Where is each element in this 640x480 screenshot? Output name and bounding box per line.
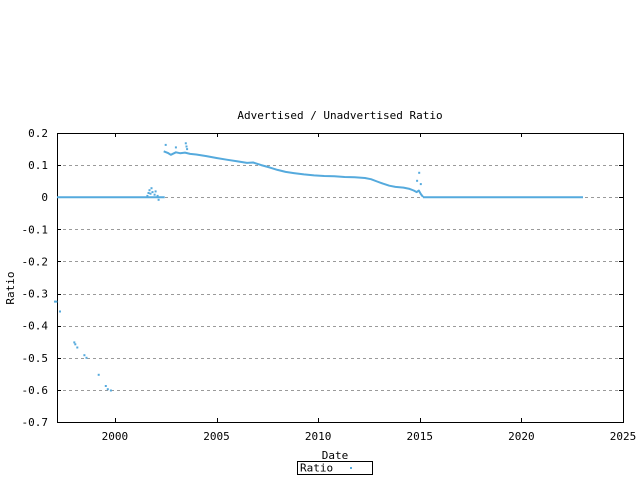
legend-label: Ratio bbox=[300, 462, 333, 475]
dot-scatter-negative-early bbox=[106, 388, 109, 391]
dot-scatter-negative-early bbox=[85, 356, 88, 359]
y-tick-label: -0.4 bbox=[22, 320, 49, 333]
dot-scatter-above-curve-start bbox=[164, 143, 167, 146]
y-tick-label: 0 bbox=[41, 191, 48, 204]
dot-scatter-negative-early bbox=[76, 346, 79, 349]
data-series bbox=[54, 142, 583, 392]
y-axis-label: Ratio bbox=[4, 271, 17, 304]
dot-scatter-bump-2002 bbox=[147, 192, 150, 194]
dot-scatter-near-2015 bbox=[419, 183, 422, 186]
dot-scatter-above-curve-start bbox=[184, 142, 187, 145]
y-tick-label: 0.2 bbox=[28, 127, 48, 140]
axes-and-ticks bbox=[57, 133, 624, 423]
dot-scatter-bump-2002 bbox=[156, 194, 159, 197]
dot-scatter-negative-early bbox=[97, 373, 100, 376]
dot-scatter-bump-2002 bbox=[153, 193, 156, 196]
dot-scatter-near-2015 bbox=[416, 179, 419, 182]
series-main-ratio-curve bbox=[163, 150, 424, 198]
dot-scatter-negative-early bbox=[104, 385, 107, 387]
dot-scatter-negative-early bbox=[55, 300, 58, 303]
dot-scatter-negative-early bbox=[109, 389, 112, 392]
y-tick-labels: 0.2 0.1 0 -0.1 -0.2 -0.3 -0.4 -0.5 -0.6 -0.7 bbox=[22, 127, 49, 429]
dot-scatter-above-curve-start bbox=[186, 148, 189, 151]
y-tick-label: -0.3 bbox=[22, 288, 49, 301]
x-tick-label: 2020 bbox=[508, 430, 535, 443]
plot-border bbox=[57, 133, 624, 423]
x-tick-label: 2025 bbox=[610, 430, 637, 443]
dot-scatter-bump-2002 bbox=[149, 192, 152, 195]
dot-scatter-negative-early bbox=[59, 310, 61, 313]
dot-scatter-negative-early bbox=[73, 341, 76, 344]
dot-scatter-negative-early bbox=[54, 300, 56, 303]
y-tick-label: -0.5 bbox=[22, 352, 49, 365]
chart-title: Advertised / Unadvertised Ratio bbox=[237, 109, 442, 122]
x-tick-label: 2010 bbox=[305, 430, 332, 443]
dot-scatter-negative-early bbox=[83, 354, 86, 357]
dot-scatter-bump-2002 bbox=[154, 190, 157, 193]
y-tick-label: -0.2 bbox=[22, 255, 49, 268]
dot-scatter-bump-2002 bbox=[146, 194, 149, 197]
gridlines bbox=[57, 165, 623, 391]
dot-scatter-bump-2002 bbox=[148, 189, 151, 192]
x-tick-label: 2015 bbox=[407, 430, 434, 443]
x-tick-label: 2000 bbox=[102, 430, 129, 443]
y-tick-label: 0.1 bbox=[28, 159, 48, 172]
y-tick-label: -0.7 bbox=[22, 416, 49, 429]
dot-scatter-bump-2002 bbox=[151, 191, 154, 194]
y-tick-label: -0.1 bbox=[22, 223, 49, 236]
legend: Ratio bbox=[297, 461, 373, 475]
x-tick-labels: 2000 2005 2010 2015 2020 2025 bbox=[102, 430, 637, 443]
dot-scatter-above-curve-start bbox=[174, 146, 177, 149]
legend-box bbox=[297, 461, 373, 475]
dot-scatter-bump-2002 bbox=[157, 198, 160, 201]
legend-marker-dot bbox=[350, 467, 352, 469]
x-axis-label: Date bbox=[322, 449, 349, 462]
y-tick-label: -0.6 bbox=[22, 384, 49, 397]
dot-scatter-bump-2002 bbox=[150, 187, 153, 190]
dot-scatter-negative-early bbox=[74, 343, 77, 346]
x-tick-label: 2005 bbox=[203, 430, 230, 443]
dot-scatter-above-curve-start bbox=[185, 145, 188, 148]
dot-scatter-near-2015 bbox=[418, 171, 421, 174]
